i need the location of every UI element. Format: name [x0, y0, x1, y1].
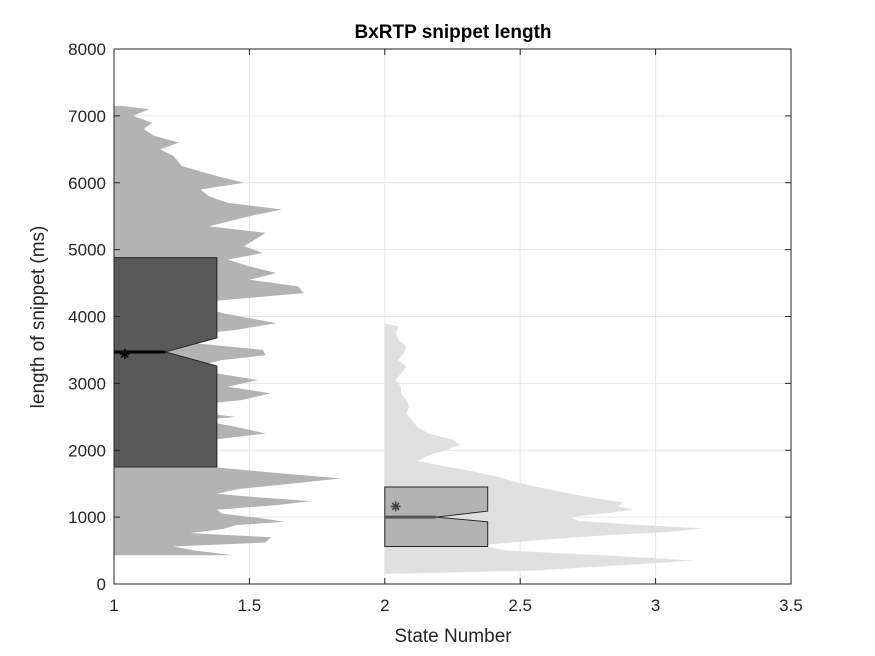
y-tick-label: 8000: [68, 40, 106, 59]
x-tick-label: 1.5: [238, 596, 262, 615]
y-tick-label: 7000: [68, 107, 106, 126]
mean-marker-state-1: [119, 348, 130, 359]
x-tick-label: 3.5: [779, 596, 803, 615]
y-axis-label: length of snippet (ms): [28, 226, 49, 409]
box-state-1: [113, 257, 218, 468]
y-tick-label: 4000: [68, 308, 106, 327]
mean-marker-stroke: [120, 349, 129, 359]
x-tick-label: 2.5: [508, 596, 532, 615]
axis-ticks: 1 1.5 2 2.5 3 3.5 0 1000 2000 3000 4000 5000 6000 700…: [68, 40, 803, 615]
y-tick-label: 6000: [68, 174, 106, 193]
y-tick-label: 0: [97, 575, 106, 594]
x-tick-label: 3: [651, 596, 660, 615]
mean-marker-stroke: [391, 502, 400, 511]
y-tick-label: 5000: [68, 241, 106, 260]
y-tick-label: 3000: [68, 374, 106, 393]
box-plots: [113, 257, 489, 548]
mean-marker-state-2: [390, 501, 401, 512]
chart-title: BxRTP snippet length: [354, 22, 551, 43]
y-tick-label: 2000: [68, 441, 106, 460]
x-tick-label: 2: [380, 596, 389, 615]
x-axis-label: State Number: [394, 626, 512, 647]
y-tick-label: 1000: [68, 508, 106, 527]
x-tick-label: 1: [109, 596, 118, 615]
